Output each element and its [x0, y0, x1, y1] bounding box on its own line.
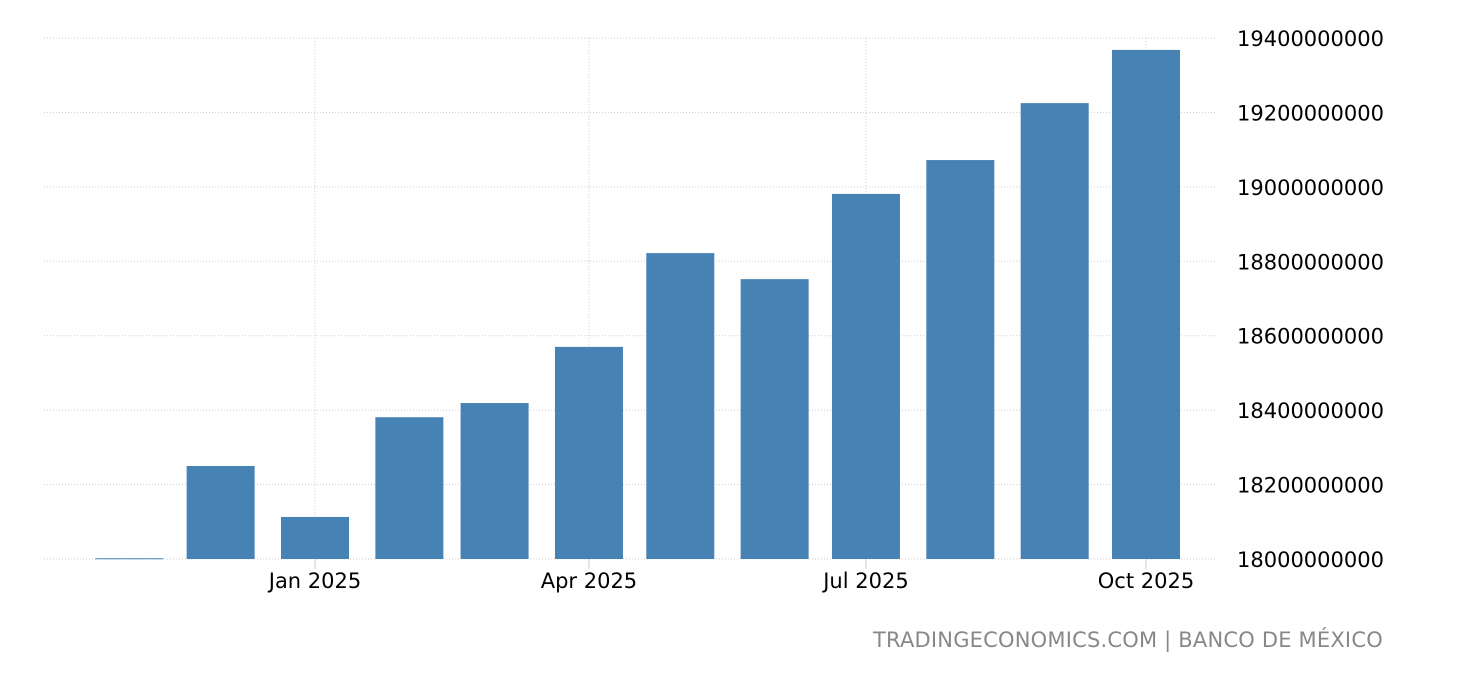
y-tick-label: 19400000000 [1237, 27, 1384, 51]
y-tick-label: 18600000000 [1237, 325, 1384, 349]
y-tick-label: 19200000000 [1237, 101, 1384, 125]
x-tick-label: Oct 2025 [1098, 569, 1194, 593]
y-tick-label: 18200000000 [1237, 474, 1384, 498]
bar [281, 516, 349, 559]
y-tick-label: 18000000000 [1237, 548, 1384, 572]
x-tick-label: Jul 2025 [821, 569, 908, 593]
source-label: TRADINGECONOMICS.COM | BANCO DE MÉXICO [873, 628, 1383, 652]
bar [831, 193, 900, 559]
bar [740, 279, 809, 559]
bar [1112, 49, 1181, 560]
bar [926, 160, 995, 559]
y-tick-label: 18400000000 [1237, 399, 1384, 423]
x-tick-label: Jan 2025 [267, 569, 362, 593]
bar [646, 253, 715, 559]
bar [460, 403, 529, 559]
y-tick-label: 19000000000 [1237, 176, 1384, 200]
bar [375, 417, 444, 559]
bar [1020, 103, 1089, 559]
bar [186, 465, 255, 559]
bar [554, 346, 623, 559]
y-tick-label: 18800000000 [1237, 250, 1384, 274]
x-tick-label: Apr 2025 [541, 569, 637, 593]
bar [95, 558, 164, 560]
